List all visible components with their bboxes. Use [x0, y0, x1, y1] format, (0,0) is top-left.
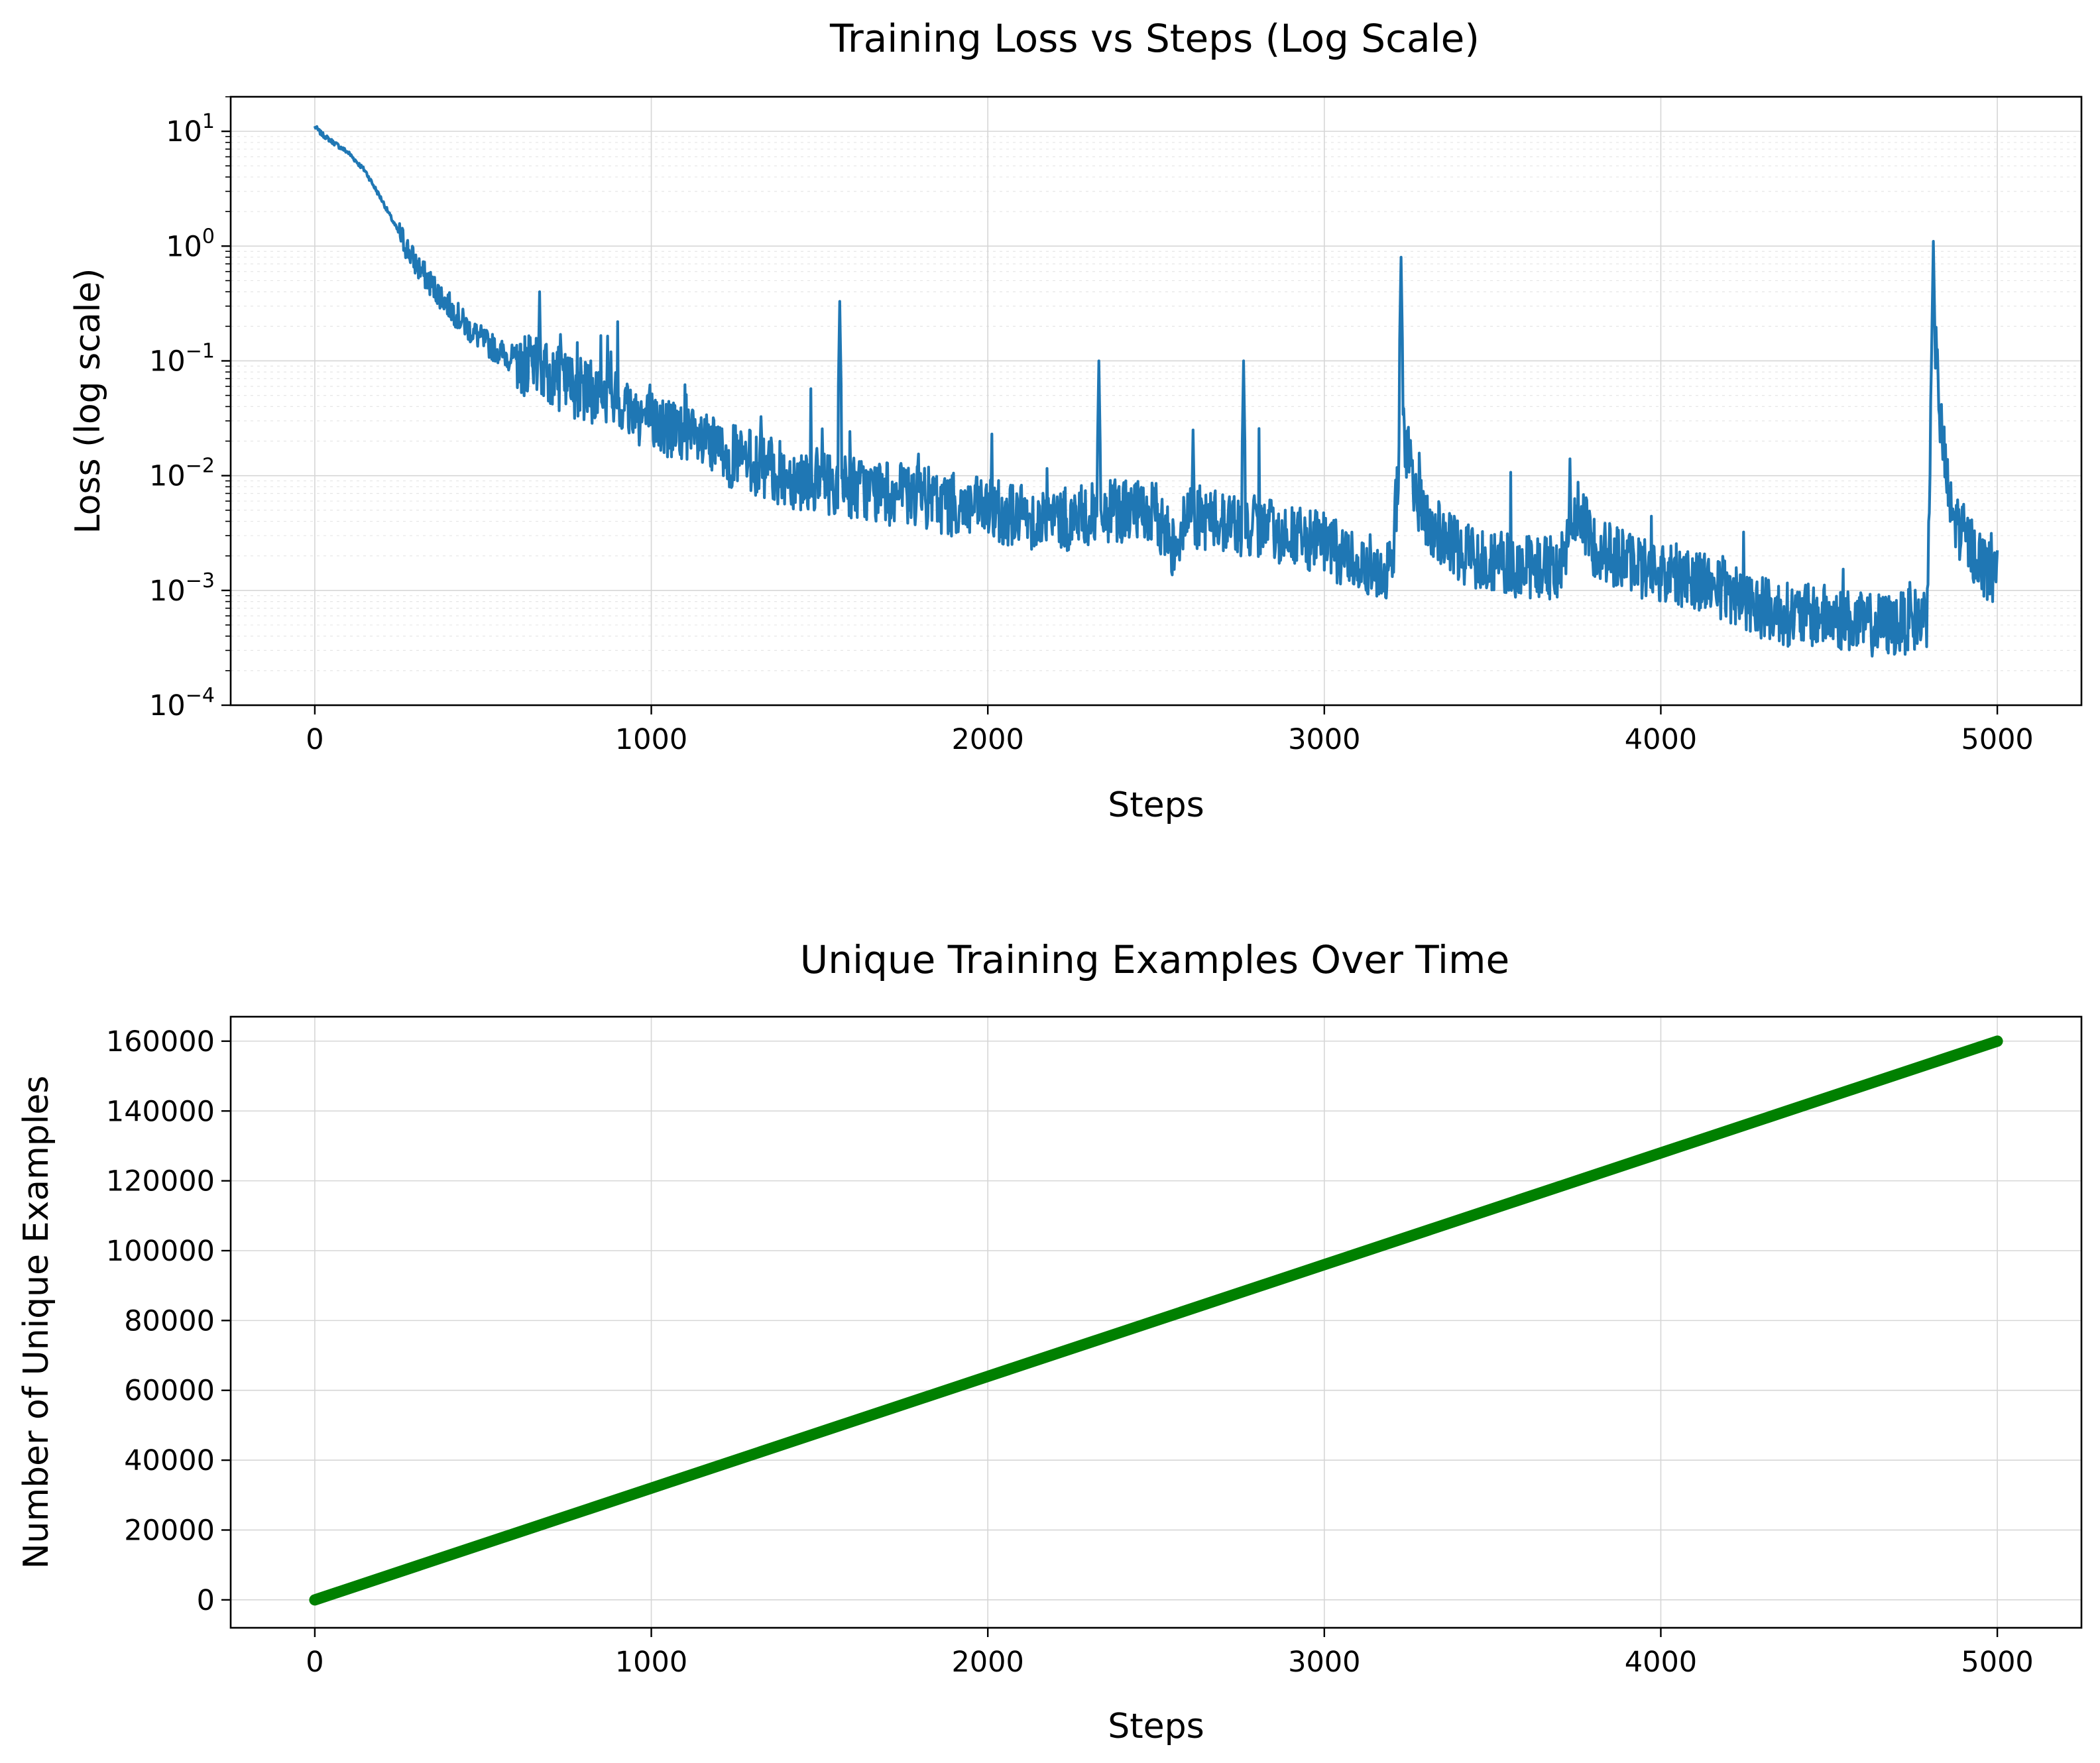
loss-x-tick-label: 5000 [1961, 723, 2033, 756]
examples-x-tick-label: 4000 [1625, 1646, 1697, 1679]
examples-y-tick-label: 60000 [124, 1375, 215, 1408]
loss-x-tick-label: 3000 [1288, 723, 1360, 756]
examples-y-tick-label: 40000 [124, 1444, 215, 1477]
examples-y-tick-label: 0 [197, 1584, 215, 1617]
examples-x-tick-label: 0 [306, 1646, 323, 1679]
examples-y-axis-ticks: 0 20000 40000 60000 80000 100000 120000 140000 1… [106, 1025, 231, 1617]
examples-y-tick-label: 160000 [106, 1025, 215, 1058]
loss-x-tick-label: 4000 [1625, 723, 1697, 756]
loss-x-tick-label: 0 [306, 723, 323, 756]
loss-y-tick-label: 10−4 [149, 684, 215, 722]
loss-chart-title: Training Loss vs Steps (Log Scale) [829, 16, 1480, 61]
loss-plot-frame [229, 95, 2083, 707]
loss-series-line [313, 125, 1999, 658]
loss-y-axis-label: Loss (log scale) [68, 268, 108, 534]
loss-y-tick-label: 100 [166, 225, 215, 263]
loss-x-tick-label: 1000 [615, 723, 687, 756]
examples-x-tick-label: 3000 [1288, 1646, 1360, 1679]
examples-y-tick-label: 120000 [106, 1165, 215, 1198]
examples-series-line [309, 1035, 2003, 1606]
loss-chart: Training Loss vs Steps (Log Scale) 0 1000… [68, 16, 2083, 825]
loss-y-tick-label: 10−2 [149, 455, 215, 493]
loss-y-tick-label: 10−1 [149, 339, 215, 378]
examples-grid [231, 1017, 2081, 1628]
examples-x-axis-label: Steps [1108, 1707, 1204, 1746]
examples-x-tick-label: 1000 [615, 1646, 687, 1679]
examples-line-path [309, 1035, 2003, 1606]
examples-y-tick-label: 100000 [106, 1235, 215, 1268]
loss-y-tick-label: 101 [166, 110, 215, 148]
loss-y-tick-label: 10−3 [149, 569, 215, 608]
examples-chart-title: Unique Training Examples Over Time [800, 937, 1509, 982]
loss-x-tick-label: 2000 [951, 723, 1023, 756]
examples-y-tick-label: 140000 [106, 1095, 215, 1128]
loss-x-axis-ticks: 0 1000 2000 3000 4000 5000 [306, 705, 2034, 756]
examples-y-tick-label: 20000 [124, 1514, 215, 1547]
examples-y-axis-label: Number of Unique Examples [17, 1076, 56, 1569]
examples-chart: Unique Training Examples Over Time 0 1000… [17, 937, 2083, 1746]
examples-plot-frame [229, 1015, 2083, 1629]
examples-x-axis-ticks: 0 1000 2000 3000 4000 5000 [306, 1628, 2034, 1679]
loss-x-axis-label: Steps [1108, 785, 1204, 825]
loss-line-path [313, 125, 1999, 658]
examples-x-tick-label: 5000 [1961, 1646, 2033, 1679]
examples-y-tick-label: 80000 [124, 1304, 215, 1337]
examples-x-tick-label: 2000 [951, 1646, 1023, 1679]
loss-y-axis-ticks: 101 100 10−1 10−2 10−3 10−4 [149, 96, 231, 722]
